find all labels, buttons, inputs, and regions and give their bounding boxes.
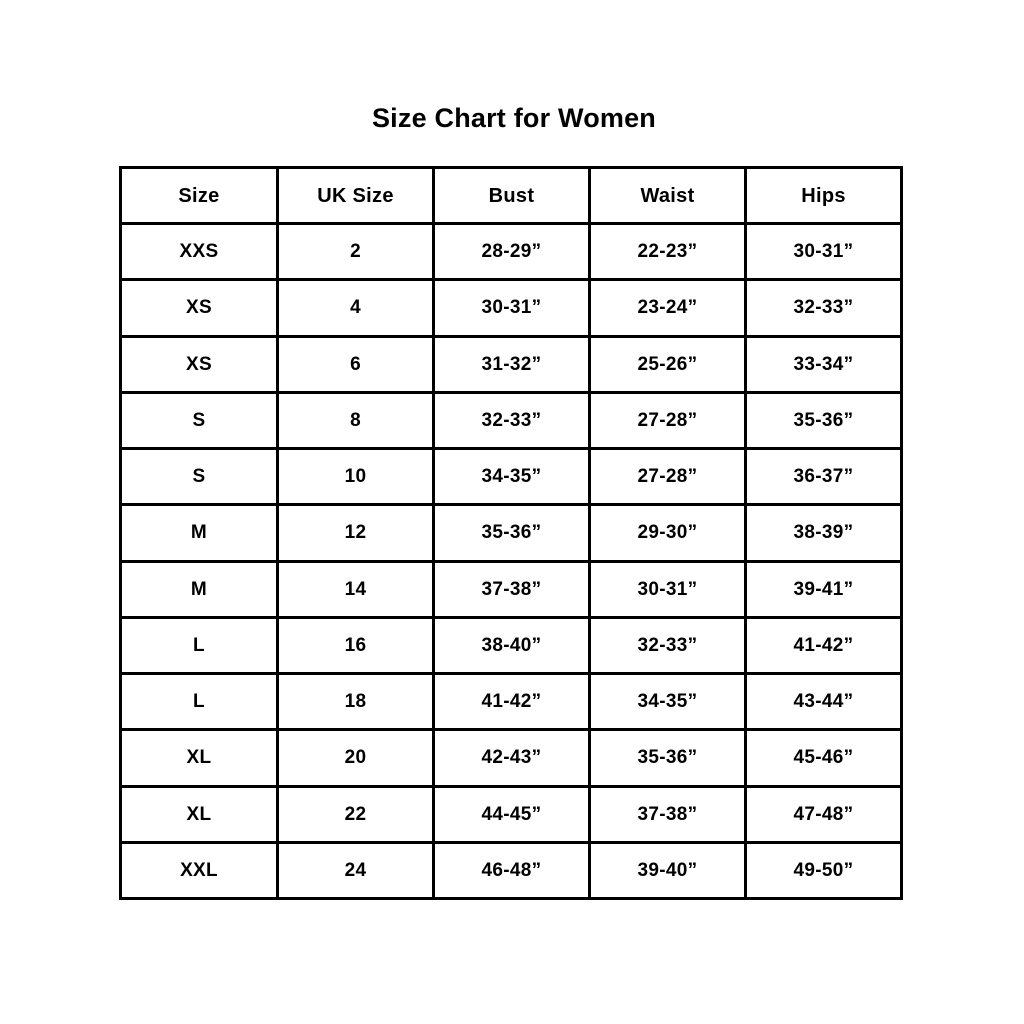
cell-bust: 30-31” — [432, 278, 591, 338]
table-row: XS 4 30-31” 23-24” 32-33” — [119, 278, 903, 338]
cell-bust: 42-43” — [432, 728, 591, 788]
cell-bust: 41-42” — [432, 671, 591, 732]
cell-waist: 29-30” — [588, 503, 747, 563]
cell-waist: 22-23” — [588, 221, 747, 282]
column-header-uk-size: UK Size — [276, 166, 435, 225]
cell-waist: 27-28” — [588, 446, 747, 507]
cell-size: XXL — [119, 840, 279, 901]
table-row: XS 6 31-32” 25-26” 33-34” — [119, 334, 903, 394]
cell-bust: 31-32” — [432, 334, 591, 394]
cell-uk-size: 6 — [276, 334, 435, 394]
table-header: Size UK Size Bust Waist Hips — [119, 166, 903, 225]
cell-bust: 32-33” — [432, 390, 591, 451]
cell-waist: 35-36” — [588, 728, 747, 788]
cell-size: XL — [119, 784, 279, 844]
cell-bust: 35-36” — [432, 503, 591, 563]
cell-uk-size: 2 — [276, 221, 435, 282]
cell-uk-size: 12 — [276, 503, 435, 563]
cell-size: M — [119, 503, 279, 563]
cell-uk-size: 14 — [276, 559, 435, 619]
cell-hips: 38-39” — [744, 503, 903, 563]
cell-waist: 37-38” — [588, 784, 747, 844]
cell-waist: 27-28” — [588, 390, 747, 451]
cell-uk-size: 4 — [276, 278, 435, 338]
table-row: XL 22 44-45” 37-38” 47-48” — [119, 784, 903, 844]
cell-size: S — [119, 390, 279, 451]
table-row: L 16 38-40” 32-33” 41-42” — [119, 615, 903, 676]
cell-hips: 33-34” — [744, 334, 903, 394]
cell-hips: 45-46” — [744, 728, 903, 788]
size-chart-table-container: Size UK Size Bust Waist Hips XXS 2 28-29… — [119, 166, 903, 901]
cell-uk-size: 20 — [276, 728, 435, 788]
table-row: XXS 2 28-29” 22-23” 30-31” — [119, 221, 903, 282]
cell-uk-size: 10 — [276, 446, 435, 507]
cell-bust: 37-38” — [432, 559, 591, 619]
cell-hips: 49-50” — [744, 840, 903, 901]
cell-size: XS — [119, 278, 279, 338]
cell-uk-size: 18 — [276, 671, 435, 732]
cell-hips: 30-31” — [744, 221, 903, 282]
table-body: XXS 2 28-29” 22-23” 30-31” XS 4 30-31” 2… — [119, 221, 903, 901]
cell-bust: 28-29” — [432, 221, 591, 282]
page-title: Size Chart for Women — [371, 103, 657, 133]
cell-waist: 30-31” — [588, 559, 747, 619]
cell-size: XL — [119, 728, 279, 788]
cell-waist: 34-35” — [588, 671, 747, 732]
cell-hips: 36-37” — [744, 446, 903, 507]
cell-size: M — [119, 559, 279, 619]
cell-bust: 34-35” — [432, 446, 591, 507]
table-row: S 10 34-35” 27-28” 36-37” — [119, 446, 903, 507]
cell-bust: 46-48” — [432, 840, 591, 901]
table-header-row: Size UK Size Bust Waist Hips — [119, 166, 903, 225]
cell-hips: 32-33” — [744, 278, 903, 338]
cell-hips: 39-41” — [744, 559, 903, 619]
cell-uk-size: 22 — [276, 784, 435, 844]
cell-size: L — [119, 615, 279, 676]
cell-hips: 43-44” — [744, 671, 903, 732]
cell-uk-size: 24 — [276, 840, 435, 901]
column-header-waist: Waist — [588, 166, 747, 225]
table-row: M 12 35-36” 29-30” 38-39” — [119, 503, 903, 563]
column-header-bust: Bust — [432, 166, 591, 225]
table-row: L 18 41-42” 34-35” 43-44” — [119, 671, 903, 732]
cell-size: XXS — [119, 221, 279, 282]
cell-uk-size: 16 — [276, 615, 435, 676]
cell-uk-size: 8 — [276, 390, 435, 451]
table-row: M 14 37-38” 30-31” 39-41” — [119, 559, 903, 619]
column-header-size: Size — [119, 166, 279, 225]
cell-bust: 38-40” — [432, 615, 591, 676]
cell-size: L — [119, 671, 279, 732]
cell-waist: 39-40” — [588, 840, 747, 901]
cell-hips: 35-36” — [744, 390, 903, 451]
cell-size: XS — [119, 334, 279, 394]
column-header-hips: Hips — [744, 166, 903, 225]
cell-waist: 32-33” — [588, 615, 747, 676]
table-row: XXL 24 46-48” 39-40” 49-50” — [119, 840, 903, 901]
table-row: XL 20 42-43” 35-36” 45-46” — [119, 728, 903, 788]
cell-waist: 23-24” — [588, 278, 747, 338]
cell-hips: 41-42” — [744, 615, 903, 676]
cell-size: S — [119, 446, 279, 507]
cell-waist: 25-26” — [588, 334, 747, 394]
cell-hips: 47-48” — [744, 784, 903, 844]
size-chart-table: Size UK Size Bust Waist Hips XXS 2 28-29… — [119, 166, 903, 901]
cell-bust: 44-45” — [432, 784, 591, 844]
table-row: S 8 32-33” 27-28” 35-36” — [119, 390, 903, 451]
